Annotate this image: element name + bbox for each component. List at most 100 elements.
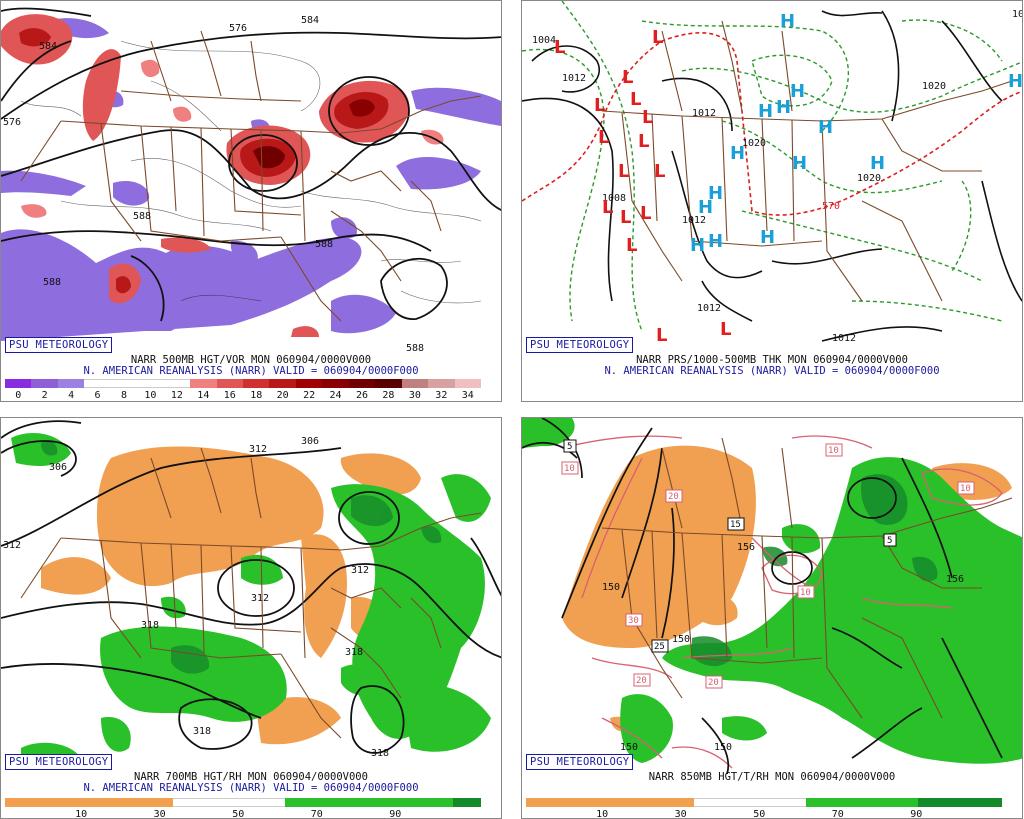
scale-label: 10 <box>75 809 88 819</box>
scale-segment <box>216 379 244 388</box>
political-borders <box>601 20 1013 302</box>
scale-label: 2 <box>41 390 48 401</box>
scale-segment <box>163 379 191 388</box>
psu-meteorology-badge: PSU METEOROLOGY <box>5 337 113 353</box>
contour-label: 150 <box>714 742 732 753</box>
contour-label: 318 <box>345 647 363 658</box>
psu-meteorology-badge: PSU METEOROLOGY <box>526 754 634 770</box>
temp-label: 5 <box>887 536 892 546</box>
scale-moist-segment <box>806 798 918 807</box>
political-borders <box>601 437 1013 719</box>
low-marker: L <box>652 27 663 48</box>
rh850-scale-labels: 10 30 50 70 90 <box>526 809 1002 819</box>
contour-label: 156 <box>737 542 755 553</box>
low-marker: L <box>654 161 665 182</box>
scale-label: 24 <box>329 390 342 401</box>
contour-label: 588 <box>406 343 424 354</box>
rh850-color-scale <box>526 798 1002 807</box>
high-marker: H <box>780 11 795 32</box>
positive-vorticity-areas <box>1 14 444 337</box>
high-marker: H <box>790 81 805 102</box>
scale-segment <box>243 379 270 388</box>
contour-label: 584 <box>301 15 319 26</box>
high-marker: H <box>698 197 713 218</box>
scale-neutral-segment <box>694 798 806 807</box>
contour-label: 1020 <box>922 81 946 92</box>
temp-box <box>561 461 579 475</box>
panel-700mb-rh: 306 306 312 312 312 318 318 318 318 312 … <box>0 417 502 819</box>
rh700-scale-labels: 10 30 50 70 90 <box>5 809 481 819</box>
contour-label: 1020 <box>742 138 766 149</box>
contour-label: 318 <box>193 726 211 737</box>
contour-label: 588 <box>133 211 151 222</box>
rh700-color-scale <box>5 798 481 807</box>
panel-title: NARR PRS/1000-500MB THK MON 060904/0000V… <box>636 354 908 366</box>
high-marker: H <box>1008 71 1023 92</box>
temp-label: 25 <box>654 642 665 652</box>
scale-segment <box>454 379 482 388</box>
rh850-map: 150 150 150 156 156 150 5 10 10 20 15 5 … <box>522 418 1022 774</box>
temp-label: 30 <box>628 616 639 626</box>
panel-subtitle: N. AMERICAN REANALYSIS (NARR) VALID = 06… <box>83 365 419 377</box>
scale-segment <box>110 379 138 388</box>
scale-segment <box>5 379 32 388</box>
high-marker: H <box>708 231 723 252</box>
scale-label: 20 <box>276 390 289 401</box>
scale-label: 10 <box>596 809 609 819</box>
low-marker: L <box>626 235 637 256</box>
low-marker: L <box>630 89 641 110</box>
contour-label: 576 <box>3 117 21 128</box>
thickness-contours-red <box>522 32 1022 216</box>
temp-label: 20 <box>636 676 647 686</box>
temperature-labels: 5 10 10 20 15 5 10 30 25 20 20 10 <box>561 439 975 689</box>
contour-label: 588 <box>315 239 333 250</box>
contour-label: 312 <box>251 593 269 604</box>
temp-box <box>825 443 843 457</box>
isobars <box>522 10 1022 342</box>
scale-label: 30 <box>153 809 166 819</box>
scale-segment <box>137 379 165 388</box>
low-marker: L <box>620 207 631 228</box>
temperature-contours <box>561 435 1003 769</box>
scale-label: 28 <box>382 390 395 401</box>
political-borders <box>20 30 482 322</box>
rh700-map: 306 306 312 312 312 318 318 318 318 312 <box>1 420 501 763</box>
temp-label: 10 <box>828 446 839 456</box>
temp-box <box>883 533 897 547</box>
contour-label: 1008 <box>602 193 626 204</box>
high-marker: H <box>730 143 745 164</box>
contour-label: 1020 <box>857 173 881 184</box>
low-marker: L <box>642 107 653 128</box>
temp-label: 10 <box>960 484 971 494</box>
scale-label: 50 <box>232 809 245 819</box>
thickness-contours-green <box>522 1 1022 332</box>
temp-box <box>797 585 815 599</box>
scale-segment <box>84 379 112 388</box>
panel-title: NARR 700MB HGT/RH MON 060904/0000V000 <box>134 771 368 783</box>
psu-meteorology-badge: PSU METEOROLOGY <box>526 337 634 353</box>
high-pressure-markers: H H H H H H H H H H H H H H <box>690 11 1023 256</box>
scale-label: 70 <box>831 809 844 819</box>
contour-label: 570 <box>822 201 840 212</box>
temp-label: 10 <box>800 588 811 598</box>
political-borders <box>20 447 482 739</box>
scale-label: 30 <box>408 390 421 401</box>
temp-box <box>705 675 723 689</box>
height-contour-labels: 306 306 312 312 312 318 318 318 318 312 <box>3 436 389 759</box>
contour-label: 1012 <box>562 73 586 84</box>
high-marker: H <box>758 101 773 122</box>
scale-label: 14 <box>197 390 210 401</box>
scale-segment <box>401 379 429 388</box>
low-marker: L <box>602 197 613 218</box>
contour-label: 1012 <box>832 333 856 344</box>
low-marker: L <box>720 319 731 340</box>
scale-label: 4 <box>68 390 75 401</box>
low-marker: L <box>638 131 649 152</box>
panel-500mb-vorticity: 576 576 584 584 588 588 588 588 PSU METE… <box>0 0 502 402</box>
high-marker: H <box>870 153 885 174</box>
contour-label: 318 <box>371 748 389 759</box>
scale-segment <box>375 379 403 388</box>
scale-segment <box>269 379 297 388</box>
scale-label: 22 <box>303 390 316 401</box>
scale-label: 32 <box>435 390 448 401</box>
